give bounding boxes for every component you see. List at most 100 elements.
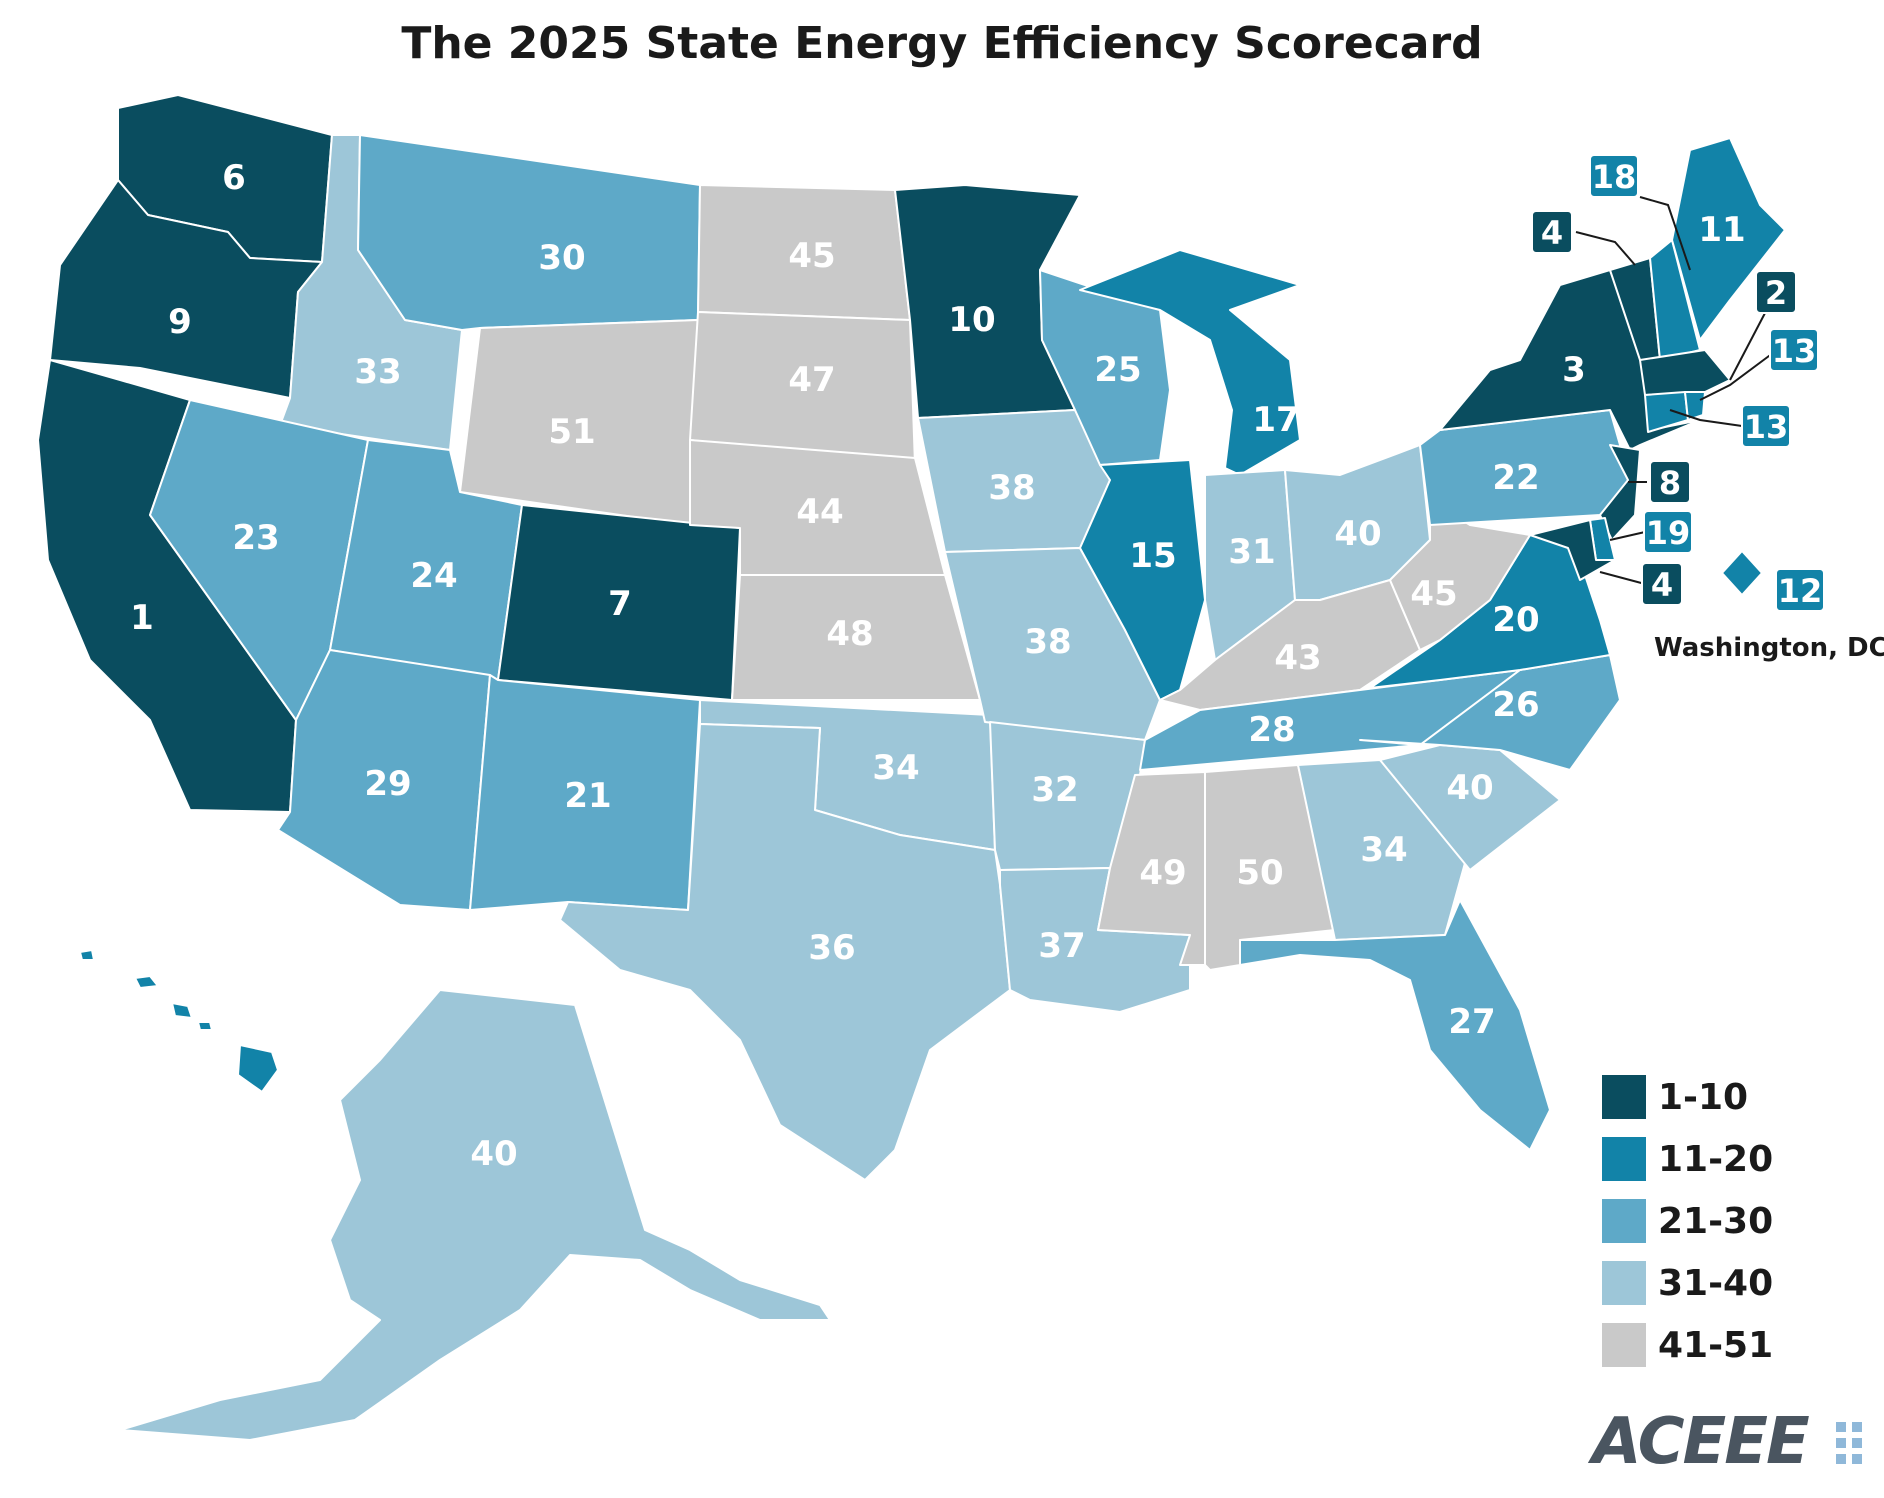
rank-badge-label-VT: 4 bbox=[1541, 214, 1563, 252]
legend-item-11-20: 11-20 bbox=[1602, 1128, 1773, 1190]
rank-label-LA: 37 bbox=[1038, 926, 1085, 966]
leader-line-RI bbox=[1699, 349, 1778, 401]
leader-line-MD bbox=[1599, 571, 1646, 585]
rank-badge-NJ: 8 bbox=[1649, 460, 1691, 504]
rank-label-WY: 51 bbox=[548, 412, 595, 452]
rank-label-PA: 22 bbox=[1492, 458, 1539, 498]
rank-legend: 1-10 11-20 21-30 31-40 41-51 bbox=[1602, 1066, 1773, 1376]
legend-label-21-30: 21-30 bbox=[1658, 1200, 1774, 1242]
state-SC[interactable] bbox=[1379, 744, 1561, 871]
rank-label-SD: 47 bbox=[788, 360, 835, 400]
leader-line-DE bbox=[1609, 531, 1646, 541]
rank-label-OR: 9 bbox=[168, 302, 192, 342]
rank-badge-VT: 4 bbox=[1531, 210, 1573, 254]
state-NC[interactable] bbox=[1359, 654, 1621, 771]
rank-label-MN: 10 bbox=[948, 300, 995, 340]
legend-swatch-11-20 bbox=[1602, 1137, 1646, 1181]
rank-label-OK: 34 bbox=[872, 748, 919, 788]
state-rank-badges: 18 4 2 13 13 8 19 4 12 bbox=[1531, 154, 1825, 612]
rank-label-GA: 34 bbox=[1360, 830, 1407, 870]
dc-label: Washington, DC bbox=[1654, 633, 1884, 663]
rank-label-MT: 30 bbox=[538, 238, 585, 278]
rank-badge-box-NJ bbox=[1649, 460, 1691, 504]
rank-badge-label-NH: 18 bbox=[1592, 158, 1637, 196]
legend-item-1-10: 1-10 bbox=[1602, 1066, 1773, 1128]
state-shapes bbox=[37, 94, 1786, 1441]
leader-line-VT bbox=[1575, 231, 1636, 266]
aceee-logo: ACEEE bbox=[1592, 1405, 1810, 1479]
rank-label-AK: 40 bbox=[470, 1134, 517, 1174]
rank-label-IL: 15 bbox=[1129, 536, 1176, 576]
rank-label-TX: 36 bbox=[808, 928, 855, 968]
rank-badge-label-MD: 4 bbox=[1651, 566, 1673, 604]
rank-label-AL: 50 bbox=[1236, 853, 1283, 893]
rank-badge-label-MA: 2 bbox=[1765, 274, 1787, 312]
rank-label-ME: 11 bbox=[1698, 210, 1745, 250]
rank-badge-label-DC: 12 bbox=[1778, 572, 1823, 610]
rank-badge-NH: 18 bbox=[1589, 154, 1639, 198]
rank-label-NE: 44 bbox=[796, 492, 843, 532]
legend-label-1-10: 1-10 bbox=[1658, 1076, 1749, 1118]
rank-badge-box-NH bbox=[1589, 154, 1639, 198]
rank-label-AZ: 29 bbox=[364, 764, 411, 804]
legend-swatch-31-40 bbox=[1602, 1261, 1646, 1305]
rank-badge-label-DE: 19 bbox=[1646, 514, 1691, 552]
rank-badge-box-DC bbox=[1775, 568, 1825, 612]
rank-badge-MA: 2 bbox=[1755, 270, 1797, 314]
rank-badge-DE: 19 bbox=[1643, 510, 1693, 554]
legend-swatch-21-30 bbox=[1602, 1199, 1646, 1243]
logo-dots-icon bbox=[1836, 1422, 1862, 1464]
rank-label-UT: 24 bbox=[410, 556, 457, 596]
rank-badge-MD: 4 bbox=[1641, 562, 1683, 606]
rank-label-WA: 6 bbox=[222, 158, 246, 198]
legend-label-31-40: 31-40 bbox=[1658, 1262, 1774, 1304]
rank-label-KY: 43 bbox=[1274, 638, 1321, 678]
rank-badge-label-RI: 13 bbox=[1772, 332, 1817, 370]
state-DC[interactable] bbox=[1721, 550, 1763, 596]
rank-label-NV: 23 bbox=[232, 518, 279, 558]
state-MI[interactable] bbox=[1079, 249, 1301, 476]
rank-label-NM: 21 bbox=[564, 776, 611, 816]
rank-label-NY: 3 bbox=[1562, 350, 1586, 390]
state-MT[interactable] bbox=[357, 134, 701, 331]
rank-label-WI: 25 bbox=[1094, 350, 1141, 390]
state-ME[interactable] bbox=[1671, 137, 1786, 341]
state-FL[interactable] bbox=[1239, 899, 1551, 1151]
state-MA[interactable] bbox=[1639, 349, 1731, 396]
legend-label-11-20: 11-20 bbox=[1658, 1138, 1774, 1180]
state-HI[interactable] bbox=[79, 949, 279, 1093]
map-title: The 2025 State Energy Efficiency Scoreca… bbox=[401, 18, 1483, 69]
rank-label-MS: 49 bbox=[1139, 853, 1186, 893]
rank-label-ND: 45 bbox=[788, 236, 835, 276]
state-rank-labels: 6 9 1 33 23 30 51 24 29 7 21 45 47 44 48… bbox=[130, 158, 1746, 1174]
leader-line-CT bbox=[1669, 409, 1743, 427]
state-AK[interactable] bbox=[119, 989, 831, 1441]
rank-badge-box-DE bbox=[1643, 510, 1693, 554]
rank-label-ID: 33 bbox=[354, 352, 401, 392]
rank-label-AR: 32 bbox=[1031, 770, 1078, 810]
rank-badge-RI: 13 bbox=[1769, 328, 1819, 372]
rank-label-NC: 26 bbox=[1492, 685, 1539, 725]
rank-badge-box-MD bbox=[1641, 562, 1683, 606]
rank-label-OH: 40 bbox=[1334, 514, 1381, 554]
rank-badge-box-MA bbox=[1755, 270, 1797, 314]
leader-line-NH bbox=[1639, 196, 1691, 271]
rank-label-TN: 28 bbox=[1248, 710, 1295, 750]
state-MD[interactable] bbox=[1529, 519, 1616, 581]
rank-label-CO: 7 bbox=[608, 584, 632, 624]
rank-label-CA: 1 bbox=[130, 598, 154, 638]
legend-swatch-1-10 bbox=[1602, 1075, 1646, 1119]
rank-label-MO: 38 bbox=[1024, 622, 1071, 662]
rank-badge-box-VT bbox=[1531, 210, 1573, 254]
rank-label-KS: 48 bbox=[826, 614, 873, 654]
legend-item-41-51: 41-51 bbox=[1602, 1314, 1773, 1376]
rank-label-IA: 38 bbox=[988, 468, 1035, 508]
rank-badge-box-CT bbox=[1741, 404, 1791, 448]
rank-label-MI: 17 bbox=[1252, 400, 1299, 440]
rank-label-FL: 27 bbox=[1448, 1002, 1495, 1042]
rank-label-WV: 45 bbox=[1410, 574, 1457, 614]
rank-badge-DC: 12 bbox=[1775, 568, 1825, 612]
state-TX[interactable] bbox=[559, 723, 1011, 1181]
rank-badge-label-NJ: 8 bbox=[1659, 464, 1681, 502]
legend-swatch-41-51 bbox=[1602, 1323, 1646, 1367]
